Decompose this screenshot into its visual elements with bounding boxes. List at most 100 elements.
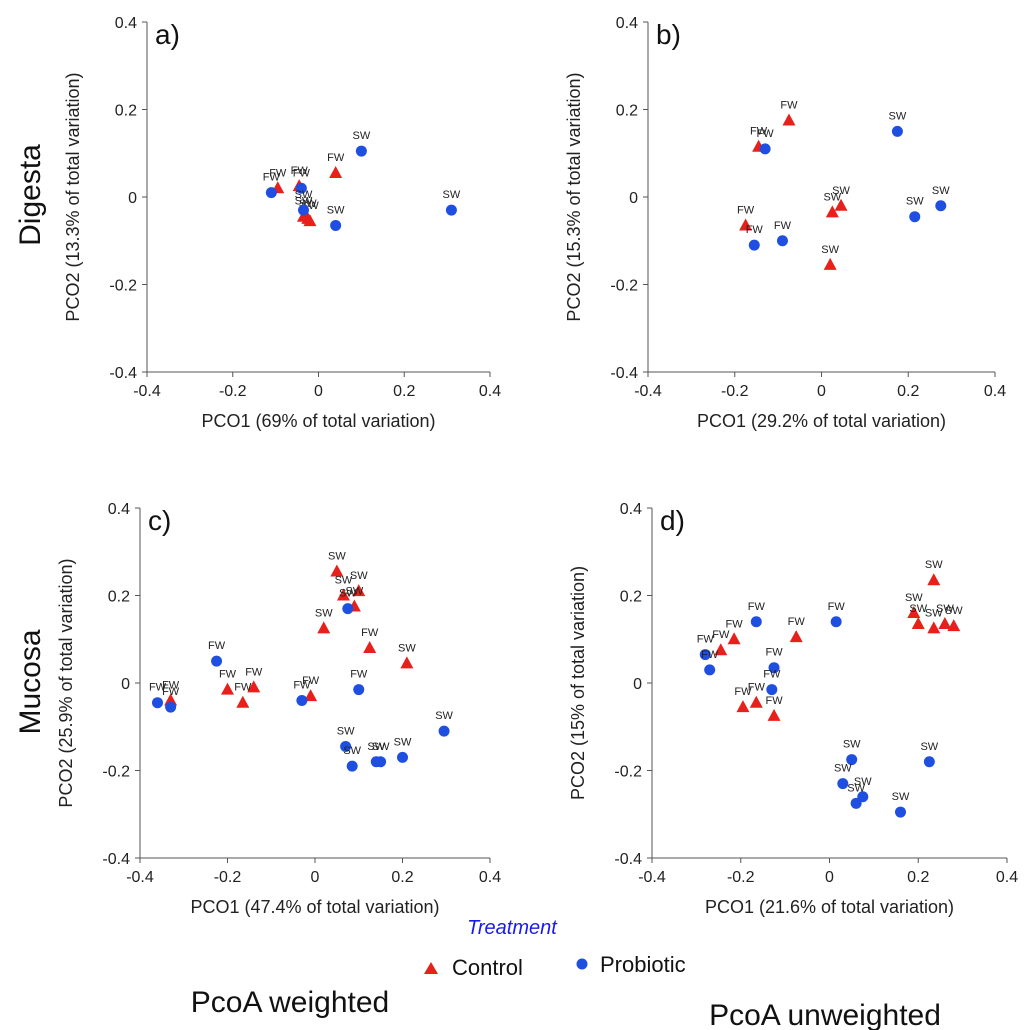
point-label: SW <box>367 741 385 753</box>
control-point <box>400 656 414 669</box>
control-point <box>336 588 350 601</box>
y-tick-label: 0.2 <box>620 589 642 606</box>
x-axis-label: PCO1 (21.6% of total variation) <box>705 897 954 917</box>
point-label: SW <box>343 745 361 757</box>
point-label: SW <box>920 741 938 753</box>
probiotic-point <box>837 778 849 790</box>
point-label: FW <box>350 669 368 681</box>
x-tick-label: -0.2 <box>219 383 247 400</box>
x-tick-label: 0.4 <box>996 869 1018 886</box>
point-label: SW <box>854 776 872 788</box>
point-label: SW <box>892 791 910 803</box>
legend-control-label: Control <box>452 955 523 980</box>
x-axis-label: PCO1 (47.4% of total variation) <box>190 897 439 917</box>
control-point <box>947 619 961 632</box>
point-label: SW <box>821 244 839 256</box>
point-label: SW <box>350 570 368 582</box>
x-tick-label: 0.2 <box>897 383 919 400</box>
control-point <box>823 257 837 270</box>
point-label: SW <box>443 189 461 201</box>
control-point <box>739 218 753 231</box>
point-label: SW <box>339 588 357 600</box>
control-point <box>927 621 941 634</box>
control-point <box>789 630 803 643</box>
y-axis-label: PCO2 (15.3% of total variation) <box>564 72 584 321</box>
point-label: FW <box>162 680 180 692</box>
probiotic-point <box>355 145 367 157</box>
point-label: SW <box>832 185 850 197</box>
probiotic-point <box>342 603 354 615</box>
probiotic-point <box>750 616 762 628</box>
point-label: SW <box>372 741 390 753</box>
y-tick-label: -0.2 <box>109 278 137 295</box>
point-label: SW <box>327 204 345 216</box>
point-label: FW <box>293 680 311 692</box>
point-label: FW <box>788 616 806 628</box>
point-label: SW <box>295 196 313 208</box>
y-tick-label: 0.4 <box>108 501 130 518</box>
point-label: FW <box>291 165 309 177</box>
probiotic-point <box>923 756 935 768</box>
point-label: FW <box>734 686 752 698</box>
control-point <box>304 689 318 702</box>
point-label: SW <box>936 603 954 615</box>
point-label: SW <box>398 642 416 654</box>
x-tick-label: 0.2 <box>391 869 413 886</box>
point-label: FW <box>162 686 180 698</box>
y-tick-label: 0.4 <box>115 15 137 32</box>
probiotic-point <box>295 182 307 194</box>
probiotic-point <box>768 662 780 674</box>
point-label: FW <box>263 172 281 184</box>
probiotic-point <box>935 200 947 212</box>
probiotic-point <box>375 756 387 768</box>
point-label: SW <box>834 763 852 775</box>
x-tick-label: -0.4 <box>638 869 666 886</box>
y-tick-label: -0.4 <box>614 851 642 868</box>
probiotic-point <box>766 684 778 696</box>
legend-control-marker <box>424 962 438 974</box>
point-label: FW <box>302 675 320 687</box>
x-axis-label: PCO1 (29.2% of total variation) <box>697 411 946 431</box>
point-label: FW <box>327 152 345 164</box>
control-point <box>714 643 728 656</box>
point-label: FW <box>234 682 252 694</box>
control-point <box>164 693 178 706</box>
point-label: FW <box>726 618 744 630</box>
control-point <box>329 165 343 178</box>
control-point <box>236 695 250 708</box>
x-tick-label: -0.2 <box>721 383 749 400</box>
footer-weighted: PcoA weighted <box>191 986 389 1019</box>
point-label: FW <box>712 629 730 641</box>
probiotic-point <box>296 695 308 706</box>
point-label: SW <box>945 605 963 617</box>
probiotic-point <box>438 725 450 737</box>
legend-probiotic-marker <box>576 958 588 970</box>
probiotic-point <box>704 664 716 676</box>
probiotic-point <box>846 754 858 766</box>
legend-title: Treatment <box>467 917 558 939</box>
row-label-digesta: Digesta <box>14 144 47 246</box>
probiotic-point <box>699 649 711 661</box>
y-tick-label: 0.2 <box>108 589 130 606</box>
control-point <box>303 214 317 227</box>
y-axis-label: PCO2 (15% of total variation) <box>568 566 588 800</box>
y-tick-label: 0.2 <box>616 103 638 120</box>
control-point <box>767 708 781 721</box>
control-point <box>927 573 941 586</box>
point-label: FW <box>701 649 719 661</box>
point-label: SW <box>905 592 923 604</box>
x-tick-label: 0.4 <box>984 383 1006 400</box>
point-label: FW <box>361 627 379 639</box>
panel-a: -0.4 -0.2 0 0.2 0.4 -0.4 -0.2 0 0.2 0.4 PCO1 (69% … <box>63 15 501 431</box>
control-point <box>352 584 366 597</box>
control-point <box>317 621 331 634</box>
probiotic-point <box>891 125 903 137</box>
y-tick-label: 0.2 <box>115 103 137 120</box>
panel-tag: b) <box>656 19 681 50</box>
control-point <box>749 695 763 708</box>
point-label: FW <box>765 695 783 707</box>
y-tick-label: -0.2 <box>614 764 642 781</box>
y-tick-label: -0.2 <box>610 278 638 295</box>
panel-b: -0.4 -0.2 0 0.2 0.4 -0.4 -0.2 0 0.2 0.4 PCO1 (29.2… <box>564 15 1006 431</box>
